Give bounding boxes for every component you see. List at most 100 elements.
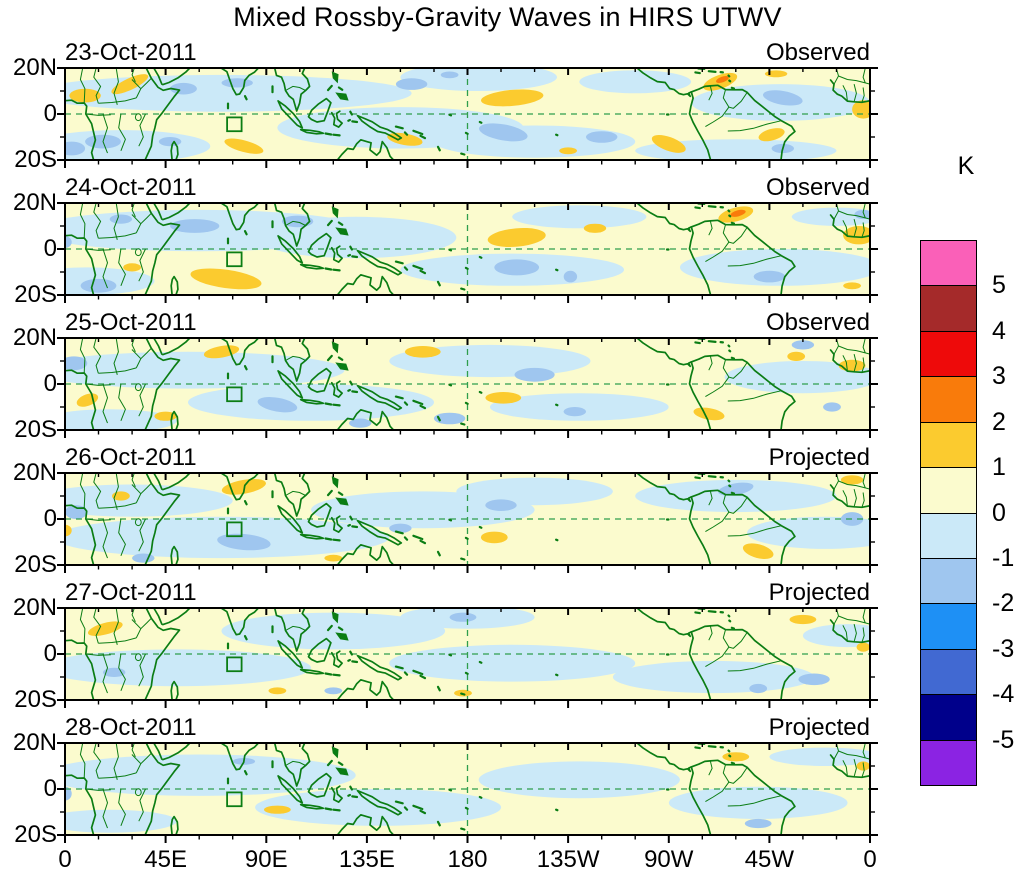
x-tick-label: 45W bbox=[744, 846, 795, 873]
box-marker bbox=[226, 521, 243, 538]
y-tick-label: 20S bbox=[14, 551, 57, 578]
map-frame bbox=[64, 472, 871, 566]
colorbar-tick-label: 0 bbox=[992, 499, 1006, 527]
x-tick-label: 135W bbox=[536, 846, 600, 873]
colorbar-tick-label: 1 bbox=[992, 453, 1006, 481]
y-tick-label: 20N bbox=[12, 54, 57, 81]
map-frame bbox=[64, 337, 871, 431]
x-tick-label: 0 bbox=[58, 846, 72, 873]
y-tick-label: 0 bbox=[43, 505, 57, 532]
x-tick-label: 45E bbox=[144, 846, 187, 873]
colorbar-cell bbox=[920, 740, 977, 786]
small-islands bbox=[226, 608, 736, 696]
y-tick-label: 20N bbox=[12, 189, 57, 216]
map-content bbox=[65, 203, 870, 295]
map-panel bbox=[57, 67, 878, 168]
anomaly-blobs bbox=[65, 206, 870, 293]
y-tick-label: 20S bbox=[14, 686, 57, 713]
box-marker bbox=[226, 791, 243, 808]
y-tick-label: 20N bbox=[12, 594, 57, 621]
box-marker bbox=[226, 251, 243, 268]
anomaly-blobs bbox=[65, 475, 864, 563]
colorbar-cell bbox=[920, 513, 977, 559]
y-tick-label: 0 bbox=[43, 370, 57, 397]
panel-date: 25-Oct-2011 bbox=[65, 309, 197, 336]
colorbar-cell bbox=[920, 331, 977, 377]
figure-title: Mixed Rossby-Gravity Waves in HIRS UTWV bbox=[233, 2, 782, 32]
panel-date: 26-Oct-2011 bbox=[65, 444, 197, 471]
x-tick-label: 0 bbox=[863, 846, 877, 873]
y-tick-label: 20N bbox=[12, 324, 57, 351]
y-tick-label: 0 bbox=[43, 775, 57, 802]
coastlines bbox=[65, 203, 870, 295]
map-content bbox=[65, 473, 870, 565]
country-borders bbox=[79, 473, 870, 559]
colorbar-tick-label: 4 bbox=[992, 317, 1006, 345]
y-tick-label: 20S bbox=[14, 416, 57, 443]
map-content bbox=[65, 68, 870, 160]
colorbar-cell bbox=[920, 649, 977, 695]
map-content bbox=[65, 743, 870, 835]
colorbar-cell bbox=[920, 603, 977, 650]
small-islands bbox=[226, 203, 736, 291]
cyan-anomaly-regions bbox=[65, 477, 870, 559]
y-tick-label: 20S bbox=[14, 821, 57, 848]
map-content bbox=[65, 338, 870, 430]
colorbar-tick-label: -1 bbox=[992, 544, 1015, 572]
box-marker bbox=[226, 386, 243, 403]
map-panel bbox=[57, 472, 878, 573]
panel-type-label: Observed bbox=[765, 309, 870, 336]
small-islands bbox=[226, 338, 736, 426]
coastlines bbox=[65, 743, 870, 835]
map-panel bbox=[57, 337, 878, 438]
colorbar-tick-label: -5 bbox=[992, 726, 1015, 754]
colorbar-tick-label: 3 bbox=[992, 362, 1006, 390]
x-tick-label: 90W bbox=[644, 846, 694, 873]
map-content bbox=[65, 608, 870, 700]
panel-date: 27-Oct-2011 bbox=[65, 579, 197, 606]
country-borders bbox=[79, 338, 870, 424]
map-panel bbox=[57, 202, 878, 303]
panel-type-label: Projected bbox=[768, 714, 870, 741]
country-borders bbox=[79, 68, 870, 154]
panel-date: 23-Oct-2011 bbox=[65, 39, 197, 66]
y-tick-label: 0 bbox=[43, 235, 57, 262]
map-panel bbox=[57, 742, 878, 843]
colorbar-cell bbox=[920, 694, 977, 741]
colorbar-tick-label: -4 bbox=[992, 680, 1015, 708]
anomaly-blobs bbox=[87, 612, 870, 697]
y-tick-label: 20N bbox=[12, 459, 57, 486]
country-borders bbox=[79, 608, 870, 694]
map-frame bbox=[64, 742, 871, 836]
box-marker bbox=[226, 116, 243, 133]
map-panel bbox=[57, 607, 878, 708]
y-tick-label: 0 bbox=[43, 640, 57, 667]
y-tick-label: 20S bbox=[14, 146, 57, 173]
colorbar-cell bbox=[920, 285, 977, 332]
y-tick-label: 0 bbox=[43, 100, 57, 127]
x-tick-label: 135E bbox=[338, 846, 395, 873]
map-frame bbox=[64, 607, 871, 701]
panel-date: 28-Oct-2011 bbox=[65, 714, 197, 741]
colorbar-cell bbox=[920, 376, 977, 423]
coastlines bbox=[65, 473, 870, 565]
small-islands bbox=[226, 68, 736, 156]
box-marker bbox=[226, 656, 243, 673]
x-tick-label: 90E bbox=[244, 846, 288, 873]
panel-type-label: Observed bbox=[765, 39, 870, 66]
colorbar-unit: K bbox=[957, 152, 975, 180]
colorbar-cell bbox=[920, 240, 977, 286]
x-tick-label: 180 bbox=[447, 846, 488, 873]
y-tick-label: 20N bbox=[12, 729, 57, 756]
colorbar-tick-label: 2 bbox=[992, 408, 1006, 436]
coastlines bbox=[65, 338, 870, 430]
panel-type-label: Projected bbox=[768, 444, 870, 471]
colorbar-tick-label: 5 bbox=[992, 271, 1006, 299]
anomaly-blobs bbox=[65, 340, 866, 428]
panel-date: 24-Oct-2011 bbox=[65, 174, 197, 201]
coastlines bbox=[65, 608, 870, 700]
colorbar-cell bbox=[920, 558, 977, 604]
small-islands bbox=[226, 743, 736, 831]
coastlines bbox=[65, 68, 870, 160]
